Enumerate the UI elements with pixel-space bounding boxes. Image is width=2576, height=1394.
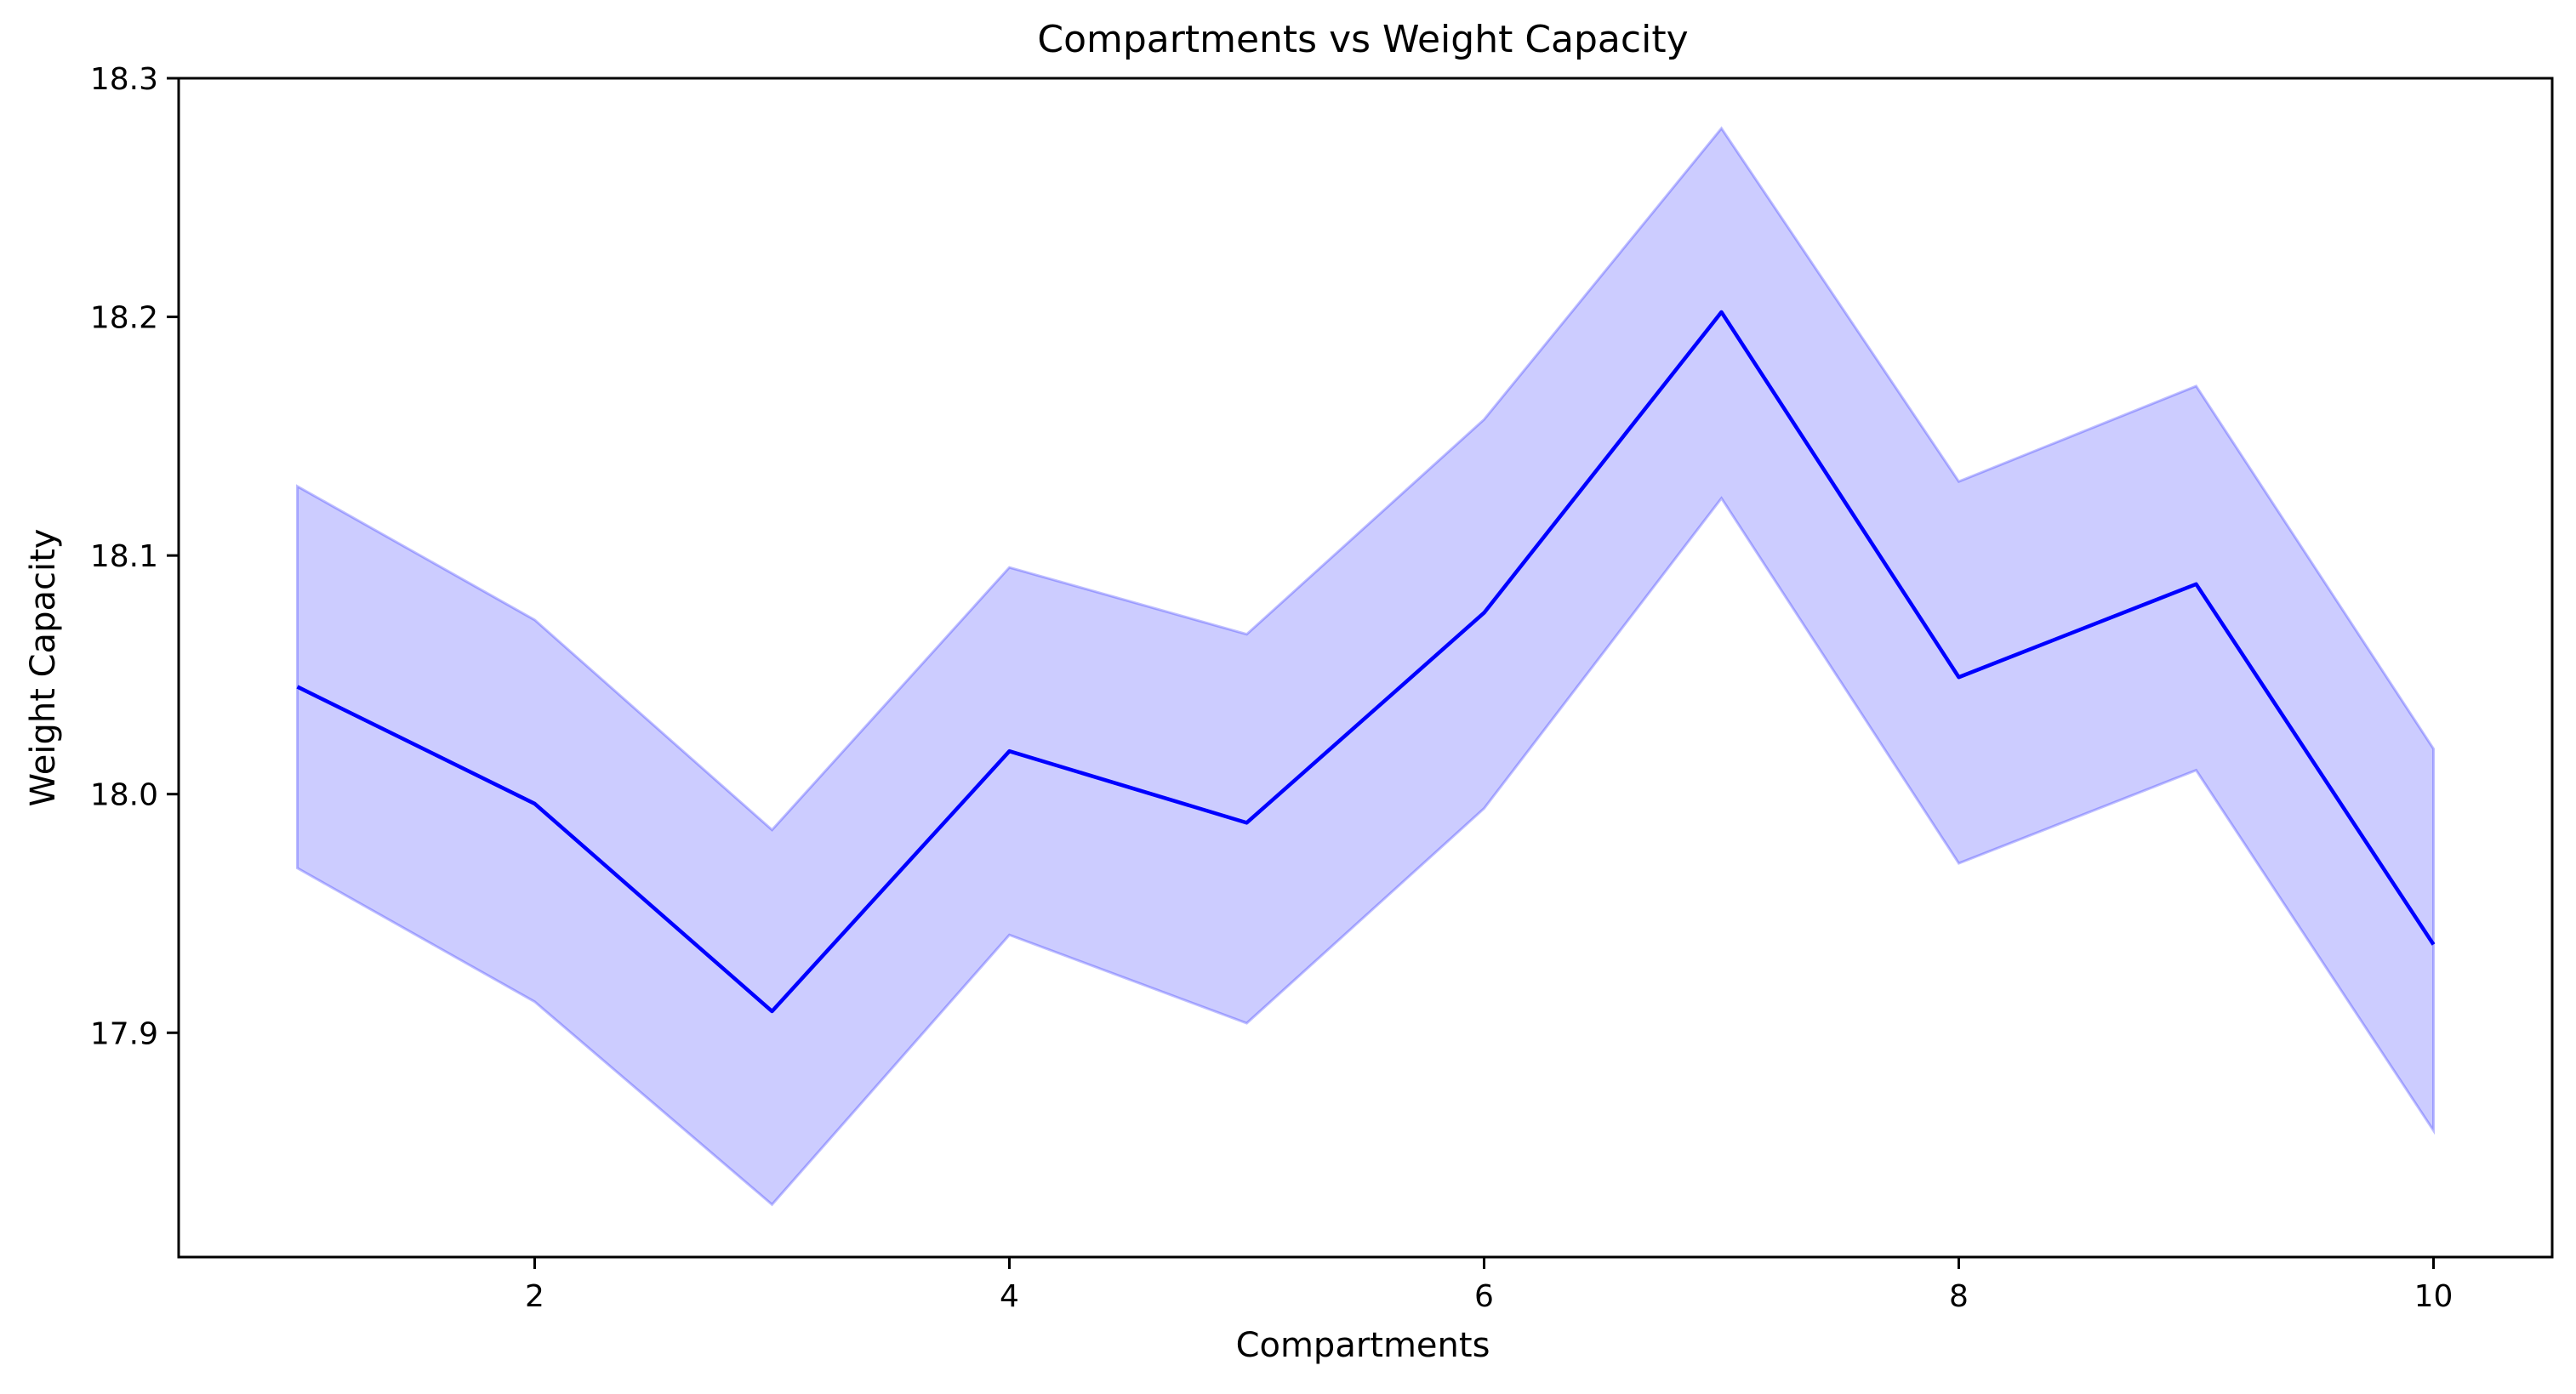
y-tick-label: 18.0 (90, 778, 158, 813)
plot-frame (177, 77, 2554, 1259)
x-axis-label: Compartments (1236, 1326, 1490, 1365)
confidence-band (296, 126, 2435, 1207)
x-tick-label: 6 (1474, 1279, 1494, 1314)
x-tick-label: 8 (1949, 1279, 1969, 1314)
x-tick-label: 2 (525, 1279, 544, 1314)
x-tick-label: 10 (2414, 1279, 2453, 1314)
series-line (296, 310, 2436, 1014)
x-tick-label: 4 (1000, 1279, 1019, 1314)
y-tick-label: 18.1 (90, 539, 158, 574)
y-axis: 17.9 18.0 18.1 18.2 18.3 (90, 62, 179, 1051)
chart-title: Compartments vs Weight Capacity (1037, 18, 1688, 61)
y-tick-label: 18.2 (90, 301, 158, 336)
y-tick-label: 17.9 (90, 1016, 158, 1051)
x-axis: 2 4 6 8 10 (525, 1257, 2453, 1314)
y-axis-label: Weight Capacity (24, 529, 63, 807)
y-tick-label: 18.3 (90, 62, 158, 97)
plot-area (296, 126, 2436, 1207)
